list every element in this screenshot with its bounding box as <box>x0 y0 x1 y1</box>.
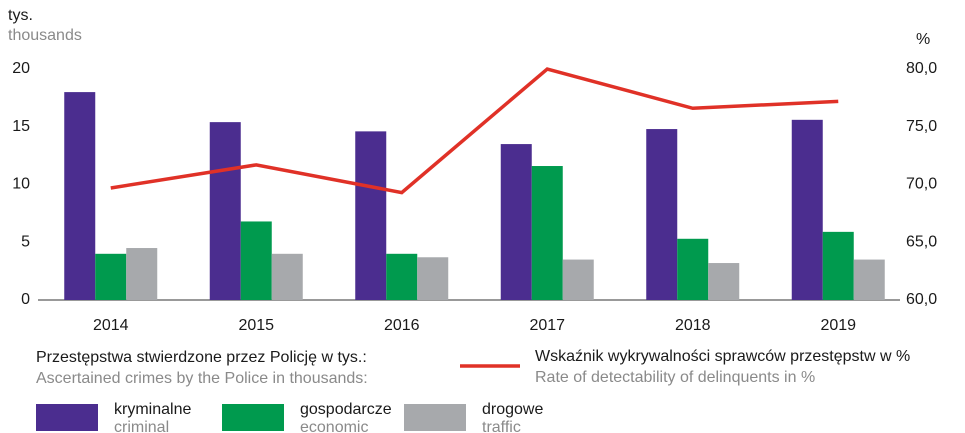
y2-tick-label: 80,0 <box>906 60 937 77</box>
x-tick-label: 2018 <box>675 317 711 334</box>
bar <box>822 231 854 300</box>
y2-axis-label: % <box>916 31 930 48</box>
legend-title-en: Ascertained crimes by the Police in thou… <box>36 370 368 387</box>
bar <box>209 122 241 300</box>
y2-tick-label: 75,0 <box>906 118 937 135</box>
legend-label-en: economic <box>300 419 368 433</box>
legend-label-en: criminal <box>114 419 169 433</box>
bar <box>646 129 678 300</box>
bar <box>562 259 594 300</box>
bar <box>708 263 740 300</box>
legend-label: kryminalne <box>114 401 191 418</box>
y2-tick-label: 70,0 <box>906 176 937 193</box>
bar <box>95 253 127 300</box>
legend-swatch <box>222 404 284 431</box>
legend-label-en: Rate of detectability of delinquents in … <box>535 369 815 386</box>
bar <box>500 144 532 300</box>
y2-tick-label: 60,0 <box>906 291 937 308</box>
x-tick-label: 2019 <box>820 317 856 334</box>
y-tick-label: 15 <box>12 118 30 135</box>
bar <box>677 238 709 300</box>
bar <box>531 166 563 300</box>
bar <box>386 253 418 300</box>
y-tick-label: 5 <box>21 233 30 250</box>
legend-swatch <box>404 404 466 431</box>
y-tick-label: 20 <box>12 60 30 77</box>
bar <box>240 221 272 300</box>
y2-tick-label: 65,0 <box>906 233 937 250</box>
rate-line <box>110 67 839 195</box>
bar <box>64 92 96 300</box>
legend-title: Przestępstwa stwierdzone przez Policję w… <box>36 349 367 366</box>
bar <box>126 248 158 300</box>
x-tick-label: 2014 <box>93 317 129 334</box>
legend-swatch <box>36 404 98 431</box>
y-axis-label-en: thousands <box>8 27 82 44</box>
bar <box>271 253 303 300</box>
legend-label: Wskaźnik wykrywalności sprawców przestęp… <box>535 348 910 365</box>
bar <box>791 119 823 300</box>
x-tick-label: 2015 <box>238 317 274 334</box>
x-tick-label: 2017 <box>529 317 565 334</box>
legend-label-en: traffic <box>482 419 521 433</box>
y-tick-label: 10 <box>12 176 30 193</box>
legend-label: drogowe <box>482 401 543 418</box>
bar <box>417 257 449 300</box>
y-axis-label: tys. <box>8 7 33 24</box>
legend-label: gospodarcze <box>300 401 392 418</box>
bar <box>853 259 885 300</box>
x-tick-label: 2016 <box>384 317 420 334</box>
bar <box>355 131 387 300</box>
y-tick-label: 0 <box>21 291 30 308</box>
